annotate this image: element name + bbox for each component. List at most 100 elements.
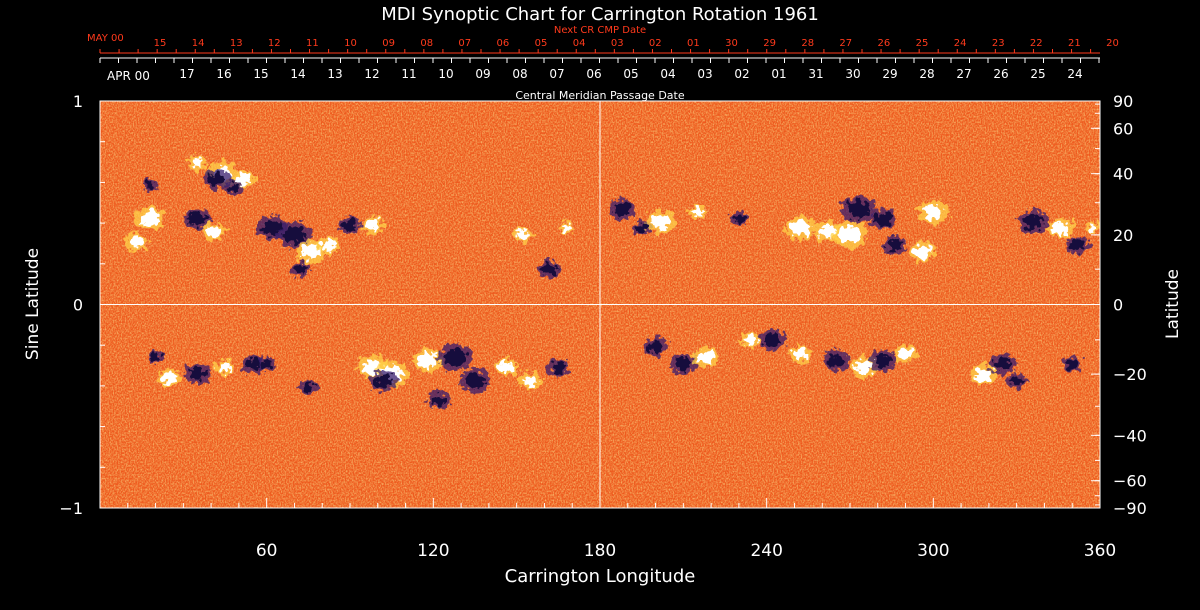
negative-polarity-region: [145, 181, 155, 189]
cmp-axis-tick-label: 24: [1067, 67, 1082, 81]
positive-polarity-region: [140, 210, 160, 227]
top-axis-tick-label: 03: [611, 38, 624, 49]
cmp-axis-tick-label: 28: [919, 67, 934, 81]
top-axis-tick-label: 22: [1030, 38, 1043, 49]
bottom-axis-label: Carrington Longitude: [505, 566, 696, 587]
cmp-axis-tick-label: 26: [993, 67, 1008, 81]
positive-polarity-region: [301, 244, 321, 260]
negative-polarity-region: [1070, 239, 1085, 251]
positive-polarity-region: [819, 224, 837, 239]
negative-polarity-region: [613, 202, 631, 216]
top-axis-tick-label: 09: [382, 38, 395, 49]
positive-polarity-region: [219, 362, 231, 373]
bottom-axis-tick-label: 300: [917, 541, 949, 561]
positive-polarity-region: [206, 225, 222, 238]
negative-polarity-region: [1010, 375, 1023, 386]
top-axis-tick-label: 01: [687, 38, 700, 49]
positive-polarity-region: [523, 375, 538, 387]
bottom-axis-tick-label: 60: [256, 541, 278, 561]
top-axis-tick-label: 26: [878, 38, 891, 49]
top-axis-tick-label: 21: [1068, 38, 1081, 49]
negative-polarity-region: [208, 172, 226, 186]
cmp-axis-tick-label: 27: [956, 67, 971, 81]
negative-polarity-region: [874, 353, 892, 368]
positive-polarity-region: [1089, 224, 1100, 233]
positive-polarity-region: [913, 245, 931, 259]
right-axis: 90 60 40 20 0 −20 −40 −60 −90: [1091, 92, 1147, 518]
negative-polarity-region: [763, 333, 781, 347]
positive-polarity-region: [697, 350, 714, 364]
positive-polarity-region: [651, 214, 671, 230]
top-axis-tick-label: 13: [230, 38, 243, 49]
positive-polarity-region: [162, 371, 177, 384]
negative-polarity-region: [674, 357, 692, 371]
top-axis-tick-label: 06: [497, 38, 510, 49]
left-axis-label: Sine Latitude: [23, 248, 43, 360]
negative-polarity-region: [887, 239, 902, 251]
cmp-axis-label: Central Meridian Passage Date: [515, 89, 684, 102]
cmp-axis-tick-label: 09: [475, 67, 490, 81]
right-axis-tick-label: 20: [1113, 226, 1133, 245]
chart-title: MDI Synoptic Chart for Carrington Rotati…: [381, 4, 819, 25]
negative-polarity-region: [302, 382, 315, 393]
right-axis-tick-label: 90: [1113, 92, 1133, 111]
cmp-axis-tick-label: 12: [364, 67, 379, 81]
cmp-axis-tick-label: 01: [771, 67, 786, 81]
negative-polarity-region: [542, 263, 558, 275]
negative-polarity-region: [994, 357, 1012, 371]
left-axis: 1 0 −1: [59, 92, 109, 518]
top-axis-tick-label: 25: [916, 38, 929, 49]
right-axis-tick-label: 0: [1113, 296, 1123, 315]
top-axis-tick-label: 27: [839, 38, 852, 49]
cmp-axis-tick-label: 08: [512, 67, 527, 81]
cmp-axis-tick-label: 29: [882, 67, 897, 81]
left-axis-tick-label: −1: [59, 499, 83, 518]
right-axis-tick-label: −90: [1113, 499, 1147, 518]
cmp-axis-tick-label: 25: [1030, 67, 1045, 81]
top-axis-tick-label: 02: [649, 38, 662, 49]
top-axis-tick-label: 12: [268, 38, 281, 49]
positive-polarity-region: [418, 352, 438, 369]
right-axis-tick-label: −60: [1113, 472, 1147, 491]
right-axis-label: Latitude: [1163, 269, 1183, 339]
right-axis-tick-label: 60: [1113, 119, 1133, 138]
cmp-axis-tick-label: 16: [216, 67, 231, 81]
cmp-axis-tick-label: 10: [438, 67, 453, 81]
negative-polarity-region: [827, 353, 845, 368]
top-axis-tick-label: 29: [763, 38, 776, 49]
bottom-axis-tick-label: 360: [1084, 541, 1116, 561]
negative-polarity-region: [465, 373, 485, 389]
positive-polarity-region: [365, 219, 380, 231]
top-axis-tick-label: 07: [458, 38, 471, 49]
cmp-axis-tick-label: 11: [401, 67, 416, 81]
positive-polarity-region: [128, 235, 144, 248]
positive-polarity-region: [792, 348, 808, 360]
negative-polarity-region: [150, 353, 161, 361]
negative-polarity-region: [732, 213, 745, 224]
negative-polarity-region: [262, 220, 282, 236]
negative-polarity-region: [188, 367, 206, 381]
positive-polarity-region: [320, 239, 335, 251]
positive-polarity-region: [855, 360, 873, 375]
top-axis-start-label: MAY 00: [87, 33, 124, 44]
cmp-axis-tick-label: 13: [327, 67, 342, 81]
positive-polarity-region: [498, 361, 513, 374]
cmp-axis-tick-label: 05: [623, 67, 638, 81]
top-axis-tick-label: 30: [725, 38, 738, 49]
cmp-axis-tick-label: 17: [179, 67, 194, 81]
bottom-axis: 60 120 180 240 300 360: [127, 498, 1116, 561]
negative-polarity-region: [847, 200, 870, 218]
cmp-axis-tick-label: 15: [253, 67, 268, 81]
negative-polarity-region: [551, 361, 566, 374]
positive-polarity-region: [790, 220, 810, 236]
positive-polarity-region: [744, 335, 756, 345]
positive-polarity-region: [561, 224, 572, 233]
top-axis-tick-label: 04: [573, 38, 586, 49]
left-axis-tick-label: 0: [73, 296, 83, 315]
bottom-axis-tick-label: 240: [750, 541, 782, 561]
negative-polarity-region: [648, 341, 663, 353]
negative-polarity-region: [444, 348, 467, 366]
positive-polarity-region: [691, 207, 704, 217]
negative-polarity-region: [188, 211, 206, 226]
